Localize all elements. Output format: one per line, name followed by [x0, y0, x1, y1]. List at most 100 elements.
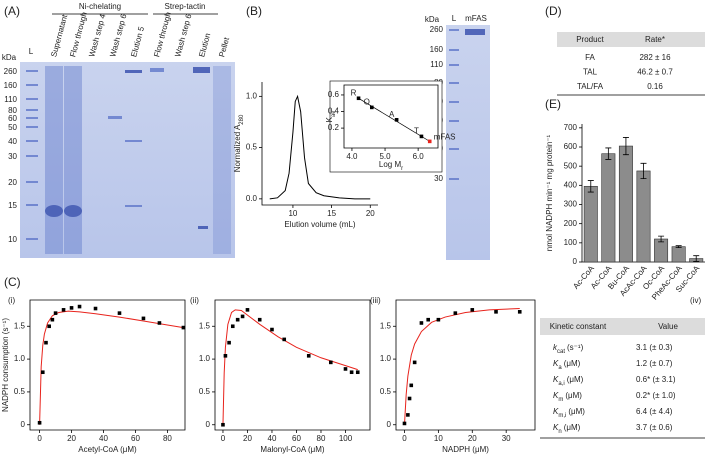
table-cell: Kn (μM) — [553, 423, 581, 434]
y-tick-label: 1.0 — [380, 354, 392, 363]
y-tick-label: 0 — [21, 420, 26, 429]
y-tick-label: 500 — [564, 161, 578, 170]
x-axis-label-main: Log M — [379, 160, 402, 169]
point — [436, 317, 441, 322]
y-axis-label: Kav — [325, 111, 336, 123]
point — [470, 308, 475, 312]
point-label: R — [351, 88, 357, 97]
panel-label: (E) — [545, 97, 561, 111]
x-tick-label: 5.0 — [379, 152, 391, 161]
y-tick-label: 0.5 — [14, 387, 26, 396]
subscript: a,i — [558, 381, 564, 387]
y-tick-label: 0.4 — [328, 107, 340, 116]
marker-label: 30 — [434, 174, 443, 183]
table-header: Kinetic constant — [550, 322, 607, 331]
panel-label: (C) — [4, 275, 21, 289]
gel-a-bands — [26, 66, 231, 254]
symbol: k — [553, 343, 558, 352]
group-label: Ni-chelating — [79, 2, 121, 11]
point — [223, 354, 228, 358]
marker-label: 160 — [4, 81, 18, 90]
error-bar — [605, 147, 612, 160]
gel-unit: kDa — [2, 53, 17, 62]
table-cell: 3.7 (± 0.6) — [636, 423, 673, 432]
table-cell: Km,i (μM) — [553, 407, 585, 418]
point — [328, 360, 333, 365]
inset-bg — [329, 80, 443, 173]
gel-unit: kDa — [425, 15, 440, 24]
y-tick-label: 0.5 — [380, 387, 392, 396]
x-axis-label: Elution volume (mL) — [284, 220, 355, 229]
y-tick-label: 1.0 — [246, 91, 258, 100]
x-tick-label: 20 — [67, 434, 76, 443]
point — [93, 306, 98, 311]
point — [412, 360, 417, 365]
table-cell: FA — [585, 53, 595, 62]
point — [419, 321, 424, 325]
bar — [618, 145, 633, 263]
subpanel-label: (ii) — [190, 296, 199, 305]
lane-label: Elution — [197, 32, 212, 58]
table-header: Rate* — [645, 35, 665, 44]
marker-label: 260 — [430, 25, 444, 34]
point-label: mFAS — [434, 132, 456, 141]
table-cell: TAL/FA — [577, 82, 604, 91]
y-tick-label: 1.5 — [380, 321, 392, 330]
y-tick-label: 0.5 — [246, 143, 258, 152]
y-axis-label-main: NADPH consumption (s⁻¹) — [1, 318, 10, 412]
point — [270, 327, 274, 332]
point — [44, 340, 48, 345]
marker-label: 30 — [8, 152, 17, 161]
point — [494, 310, 498, 314]
x-tick-label: 60 — [292, 434, 301, 443]
x-tick-label: 20 — [243, 434, 252, 443]
point — [394, 118, 399, 122]
point — [40, 370, 45, 375]
point — [181, 325, 186, 330]
point — [343, 367, 348, 371]
point-label: A — [389, 110, 395, 119]
marker-label: 160 — [430, 45, 444, 54]
lane-label: Pellet — [217, 36, 231, 58]
y-tick-label: 600 — [564, 142, 578, 151]
point — [427, 139, 432, 144]
point — [53, 311, 58, 315]
table-header-bg — [540, 318, 705, 335]
point — [419, 134, 424, 139]
bar — [654, 238, 669, 263]
bar — [636, 170, 651, 263]
point-label: O — [364, 97, 370, 106]
trend-line — [358, 97, 430, 142]
gel-a — [20, 62, 235, 258]
y-tick-label: 300 — [564, 200, 578, 209]
y-tick-label: 0 — [206, 420, 211, 429]
unit: (s⁻¹) — [567, 343, 584, 352]
point — [221, 422, 225, 427]
y-tick-label: 0.2 — [328, 123, 340, 132]
point — [141, 316, 146, 321]
error-bar — [640, 162, 647, 180]
point — [257, 317, 262, 322]
point — [306, 354, 311, 358]
error-bar — [693, 255, 700, 262]
x-tick-label: 40 — [99, 434, 108, 443]
table-cell: Ka,i (μM) — [553, 375, 584, 386]
y-tick-label: 0 — [387, 420, 392, 429]
gel-b-bands — [449, 29, 485, 180]
point — [517, 310, 522, 314]
unit: (μM) — [567, 375, 584, 384]
marker-label: 20 — [8, 178, 17, 187]
table-cell: 282 ± 16 — [639, 53, 671, 62]
point-label: T — [414, 127, 419, 136]
gel-b — [446, 25, 490, 260]
marker-label: 15 — [8, 201, 17, 210]
table-cell: TAL — [583, 68, 598, 77]
point — [69, 306, 74, 310]
table-header: Product — [576, 35, 604, 44]
error-bar — [622, 137, 629, 156]
y-tick-label: 0 — [573, 257, 578, 266]
x-tick-label: 15 — [327, 209, 336, 218]
table-cell: 6.4 (± 4.4) — [636, 407, 673, 416]
marker-label: 10 — [8, 235, 17, 244]
